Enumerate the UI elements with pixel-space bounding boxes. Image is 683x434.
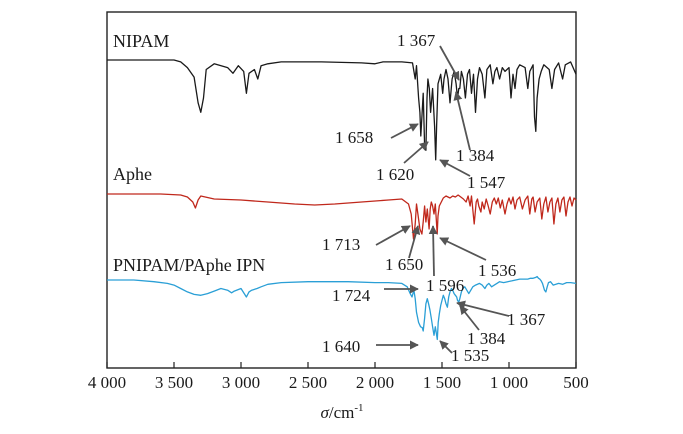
series-label-ipn: PNIPAM/PAphe IPN	[113, 255, 265, 275]
annotation-label: 1 596	[426, 276, 464, 295]
annotation-label: 1 620	[376, 165, 414, 184]
x-tick-label: 3 000	[222, 373, 260, 392]
annotation-label: 1 650	[385, 255, 423, 274]
annotation-label: 1 536	[478, 261, 516, 280]
series-label-aphe: Aphe	[113, 164, 152, 184]
spectrum-line-aphe	[107, 193, 577, 240]
annotation-arrow	[439, 159, 471, 177]
x-axis-tick-labels: 4 000 3 500 3 000 2 500 2 000 1 500 1 000 500	[88, 373, 589, 392]
annotation-arrow	[453, 91, 471, 151]
series-label-nipam: NIPAM	[113, 31, 169, 51]
annotation-label: 1 367	[397, 31, 436, 50]
annotation-label: 1 535	[451, 346, 489, 365]
x-tick-label: 500	[563, 373, 589, 392]
annotation-arrow	[408, 225, 421, 259]
annotation-arrow	[459, 305, 480, 331]
annotation-arrow	[403, 141, 429, 164]
annotation-label: 1 640	[322, 337, 360, 356]
annotation-label: 1 547	[467, 173, 506, 192]
annotation-label: 1 384	[456, 146, 495, 165]
annotation-arrow	[428, 225, 438, 277]
x-tick-label: 4 000	[88, 373, 126, 392]
x-axis-label-symbol: σ	[320, 403, 329, 422]
x-tick-label: 1 000	[490, 373, 528, 392]
x-tick-label: 2 000	[356, 373, 394, 392]
annotation-arrow	[456, 300, 510, 317]
annotation-arrow	[439, 340, 453, 354]
x-tick-label: 2 500	[289, 373, 327, 392]
x-axis-label-exponent: -1	[354, 402, 363, 414]
annotation-arrow	[439, 237, 487, 261]
x-axis-label: σ/cm-1	[320, 402, 363, 422]
annotation-label: 1 658	[335, 128, 373, 147]
spectrum-line-nipam	[107, 59, 577, 161]
plot-frame	[106, 11, 577, 369]
x-axis-ticks	[106, 362, 577, 368]
annotation-arrow	[375, 225, 411, 246]
annotation-label: 1 367	[507, 310, 546, 329]
spectrum-line-pnipam-paphe-ipn	[107, 275, 577, 341]
spectra	[107, 59, 577, 341]
x-tick-label: 3 500	[155, 373, 193, 392]
annotation-arrow	[390, 123, 419, 139]
annotation-label: 1 724	[332, 286, 371, 305]
annotation-arrow	[439, 45, 460, 81]
annotation-label: 1 384	[467, 329, 506, 348]
x-tick-label: 1 500	[423, 373, 461, 392]
annotation-label: 1 713	[322, 235, 360, 254]
x-axis-label-unit: /cm	[329, 403, 355, 422]
